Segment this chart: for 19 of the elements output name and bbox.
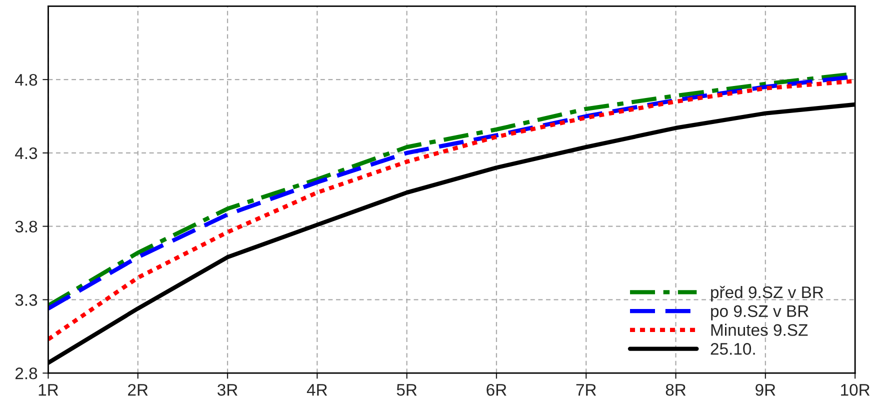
x-tick-label: 1R [38, 384, 58, 396]
x-tick-label: 8R [666, 384, 686, 396]
legend-label: Minutes 9.SZ [711, 324, 808, 336]
x-tick-label: 4R [306, 384, 328, 396]
legend-label: před 9.SZ v BR [711, 286, 824, 302]
x-tick-label: 9R [756, 384, 776, 396]
y-tick-label: 2.8 [15, 368, 38, 380]
x-tick-label: 6R [486, 384, 506, 396]
y-tick-label: 3.8 [15, 220, 38, 233]
y-tick-label: 4.8 [15, 74, 38, 86]
y-tick-label: 4.3 [15, 147, 38, 160]
x-tick-label: 10R [841, 384, 870, 396]
legend-label: 25.10. [710, 343, 755, 355]
x-tick-label: 2R [128, 384, 148, 396]
x-tick-label: 5R [396, 384, 417, 396]
y-tick-label: 3.3 [15, 294, 38, 306]
x-tick-label: 3R [218, 384, 238, 396]
x-tick-label: 7R [576, 384, 596, 396]
legend-label: po 9.SZ v BR [711, 305, 808, 320]
